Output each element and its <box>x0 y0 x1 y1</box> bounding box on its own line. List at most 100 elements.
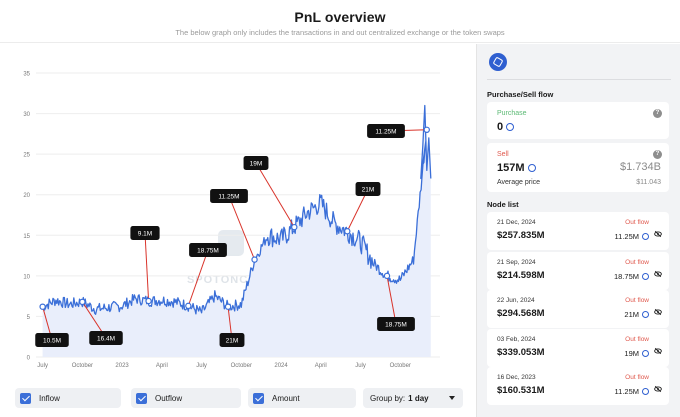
x-tick-label: April <box>315 363 327 369</box>
sell-amount-text: 157M <box>497 162 525 174</box>
node-flow-type: Out flow <box>625 336 649 343</box>
node-amount: $257.835M <box>497 230 545 241</box>
token-icon <box>642 233 649 240</box>
page-title: PnL overview <box>294 9 386 25</box>
node-date: 16 Dec, 2023 <box>497 374 536 381</box>
annotation-connector <box>144 232 150 302</box>
y-tick-label: 20 <box>23 193 30 199</box>
annotation-label: 18.75M <box>197 247 219 254</box>
eye-off-icon[interactable] <box>654 308 662 316</box>
node-list-item[interactable]: 21 Sep, 2024 Out flow $214.598M 18.75M <box>487 252 669 290</box>
legend-inflow-label: Inflow <box>39 393 60 403</box>
x-tick-label: 2023 <box>115 363 129 369</box>
average-price-label: Average price <box>497 179 541 186</box>
annotation-badge <box>377 317 415 331</box>
node-tokens: 21M <box>624 310 649 319</box>
pnl-chart-svg: 0 5 10 15 20 25 30 35 July October 2023 April July Oc… <box>23 72 440 369</box>
node-tokens: 11.25M <box>615 387 649 396</box>
eye-off-icon[interactable] <box>654 270 662 278</box>
annotation-badge <box>189 243 227 257</box>
annotation-badge <box>355 182 381 196</box>
node-date: 03 Feb, 2024 <box>497 336 536 343</box>
amount-checkbox[interactable] <box>253 392 264 404</box>
y-tick-label: 35 <box>23 72 30 78</box>
group-by-select[interactable]: Group by: 1 day <box>363 388 463 408</box>
annotation-connector <box>187 249 209 307</box>
x-tick-label: October <box>72 363 93 369</box>
annotation-badge <box>367 124 405 138</box>
y-tick-label: 5 <box>27 315 31 321</box>
node-list-item[interactable]: 03 Feb, 2024 Out flow $339.053M 19M <box>487 329 669 367</box>
node-list-item[interactable]: 22 Jun, 2024 Out flow $294.568M 21M <box>487 290 669 328</box>
annotation-badge <box>243 156 269 170</box>
annotation-label: 11.25M <box>218 193 239 200</box>
x-tick-label: July <box>355 363 366 369</box>
y-tick-label: 15 <box>23 234 30 240</box>
sell-help-icon[interactable]: ? <box>653 150 662 159</box>
node-amount: $160.531M <box>497 385 545 396</box>
annotation-label: 21M <box>362 186 375 193</box>
eye-off-icon[interactable] <box>654 385 662 393</box>
annotation-point <box>344 228 351 235</box>
legend-amount-label: Amount <box>272 393 300 403</box>
annotation-point <box>423 126 430 134</box>
sidebar: Purchase/Sell flow Purchase ? 0 Sell ? 1… <box>476 44 680 417</box>
token-icon <box>642 311 649 318</box>
annotation-badge <box>130 226 160 240</box>
node-flow-type: Out flow <box>625 297 649 304</box>
sell-card: Sell ? 157M $1.734B Average price $11.04… <box>487 143 669 192</box>
legend-amount-toggle[interactable]: Amount <box>248 388 356 408</box>
token-icon <box>506 123 515 131</box>
purchase-label: Purchase <box>497 110 527 117</box>
annotation-point <box>185 302 192 310</box>
node-tokens-text: 19M <box>624 349 639 358</box>
node-tokens-text: 11.25M <box>614 387 639 396</box>
annotation-label: 21M <box>226 337 239 344</box>
x-tick-label: 2024 <box>274 363 288 369</box>
node-list-item[interactable]: 21 Dec, 2024 Out flow $257.835M 11.25M <box>487 212 669 250</box>
node-tokens-text: 18.75M <box>613 272 639 281</box>
y-tick-label: 10 <box>23 274 30 280</box>
group-by-label: Group by: <box>370 393 406 403</box>
inflow-checkbox[interactable] <box>20 392 31 404</box>
sell-amount: 157M <box>497 162 536 174</box>
amount-area <box>42 105 431 357</box>
outflow-checkbox[interactable] <box>136 392 147 404</box>
purchase-help-icon[interactable]: ? <box>653 109 662 118</box>
annotation-label: 16.4M <box>97 335 115 342</box>
node-date: 21 Sep, 2024 <box>497 259 536 266</box>
pnl-chart[interactable]: SPOTONCHAIN 0 5 10 15 20 25 30 35 July October 202… <box>0 44 475 374</box>
node-list-item[interactable]: 16 Dec, 2023 Out flow $160.531M 11.25M <box>487 367 669 405</box>
node-tokens: 19M <box>624 349 649 358</box>
annotation-label: 19M <box>250 160 263 167</box>
eye-off-icon[interactable] <box>654 347 662 355</box>
annotation-label: 9.1M <box>138 230 152 237</box>
annotation-label: 10.5M <box>43 337 61 344</box>
legend-inflow-toggle[interactable]: Inflow <box>15 388 121 408</box>
legend-outflow-toggle[interactable]: Outflow <box>131 388 241 408</box>
node-tokens: 11.25M <box>615 232 649 241</box>
token-icon <box>642 388 649 395</box>
node-amount: $214.598M <box>497 270 545 281</box>
node-amount: $339.053M <box>497 347 545 358</box>
sell-usd: $1.734B <box>620 161 661 173</box>
x-tick-label: April <box>156 363 168 369</box>
chevron-down-icon <box>449 396 455 400</box>
annotation-point <box>39 303 46 310</box>
eye-off-icon[interactable] <box>654 230 662 238</box>
legend-outflow-label: Outflow <box>155 393 183 403</box>
annotation-point <box>251 256 258 263</box>
annotation-badge <box>210 189 248 203</box>
annotation-point <box>383 272 391 280</box>
purchase-card: Purchase ? 0 <box>487 102 669 139</box>
sidebar-divider <box>487 79 671 80</box>
token-icon <box>527 164 536 172</box>
x-tick-label: October <box>231 363 252 369</box>
annotation-point <box>224 303 232 310</box>
annotation-connector <box>346 188 369 232</box>
y-tick-label: 30 <box>23 112 30 118</box>
purchase-value-text: 0 <box>497 121 504 133</box>
x-tick-label: July <box>196 363 207 369</box>
node-list-title: Node list <box>487 200 519 209</box>
